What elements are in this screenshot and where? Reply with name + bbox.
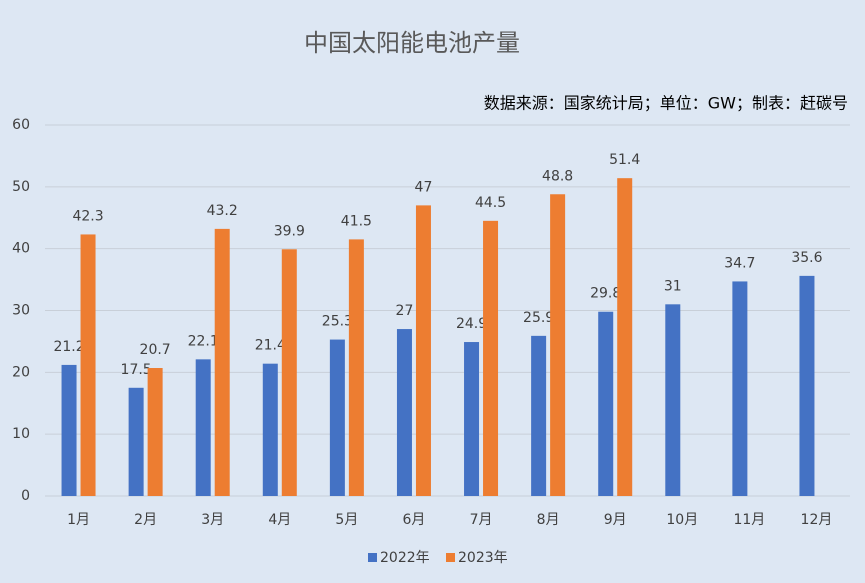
bar — [80, 234, 96, 496]
data-label: 24.9 — [456, 316, 487, 332]
x-tick-label: 12月 — [801, 512, 833, 528]
bar — [464, 342, 480, 496]
bar — [147, 368, 163, 496]
bar — [550, 194, 566, 496]
bar — [348, 239, 364, 496]
bar — [195, 359, 211, 496]
data-label: 41.5 — [341, 213, 372, 229]
bar — [128, 387, 144, 496]
data-label: 25.9 — [523, 310, 554, 326]
data-label: 25.3 — [322, 314, 353, 330]
x-tick-label: 5月 — [335, 512, 358, 528]
bar — [396, 329, 412, 496]
bar — [665, 304, 681, 496]
bar — [732, 281, 748, 496]
chart-title: 中国太阳能电池产量 — [304, 29, 520, 57]
y-tick-label: 0 — [21, 488, 30, 504]
data-label: 39.9 — [274, 223, 305, 239]
legend-label: 2023年 — [458, 550, 508, 566]
data-label: 47 — [415, 179, 433, 195]
y-tick-label: 10 — [12, 426, 30, 442]
bar — [483, 220, 499, 496]
x-tick-label: 2月 — [134, 512, 157, 528]
legend-swatch — [446, 553, 455, 562]
data-label: 22.1 — [188, 333, 219, 349]
legend-swatch — [368, 553, 377, 562]
data-label: 42.3 — [72, 208, 103, 224]
y-tick-label: 60 — [12, 117, 30, 133]
data-label: 21.2 — [53, 339, 84, 355]
y-tick-label: 40 — [12, 241, 30, 257]
data-label: 34.7 — [724, 255, 755, 271]
bar — [281, 249, 297, 496]
bar — [329, 339, 345, 496]
data-label: 51.4 — [609, 152, 640, 168]
x-tick-label: 10月 — [666, 512, 698, 528]
data-label: 21.4 — [255, 338, 286, 354]
bar — [617, 178, 633, 496]
bar — [531, 335, 547, 496]
x-tick-label: 1月 — [67, 512, 90, 528]
chart-subtitle: 数据来源：国家统计局；单位：GW；制表：赶碳号 — [484, 94, 848, 113]
x-tick-label: 7月 — [470, 512, 493, 528]
legend-label: 2022年 — [380, 550, 430, 566]
x-tick-label: 4月 — [268, 512, 291, 528]
x-tick-label: 9月 — [604, 512, 627, 528]
data-label: 48.8 — [542, 168, 573, 184]
bar — [262, 363, 278, 496]
data-label: 20.7 — [140, 342, 171, 358]
data-label: 17.5 — [121, 362, 152, 378]
data-label: 29.8 — [590, 286, 621, 302]
bar — [415, 205, 431, 496]
bar — [61, 364, 77, 496]
data-label: 35.6 — [791, 250, 822, 266]
y-tick-label: 20 — [12, 364, 30, 380]
data-label: 43.2 — [207, 203, 238, 219]
bar — [799, 275, 815, 496]
y-tick-label: 30 — [12, 303, 30, 319]
x-tick-label: 11月 — [733, 512, 765, 528]
y-tick-label: 50 — [12, 179, 30, 195]
bar — [598, 311, 614, 496]
x-tick-label: 6月 — [402, 512, 425, 528]
x-tick-label: 8月 — [537, 512, 560, 528]
bar — [214, 228, 230, 496]
x-tick-label: 3月 — [201, 512, 224, 528]
data-label: 44.5 — [475, 195, 506, 211]
data-label: 31 — [664, 278, 682, 294]
data-label: 27 — [396, 303, 414, 319]
